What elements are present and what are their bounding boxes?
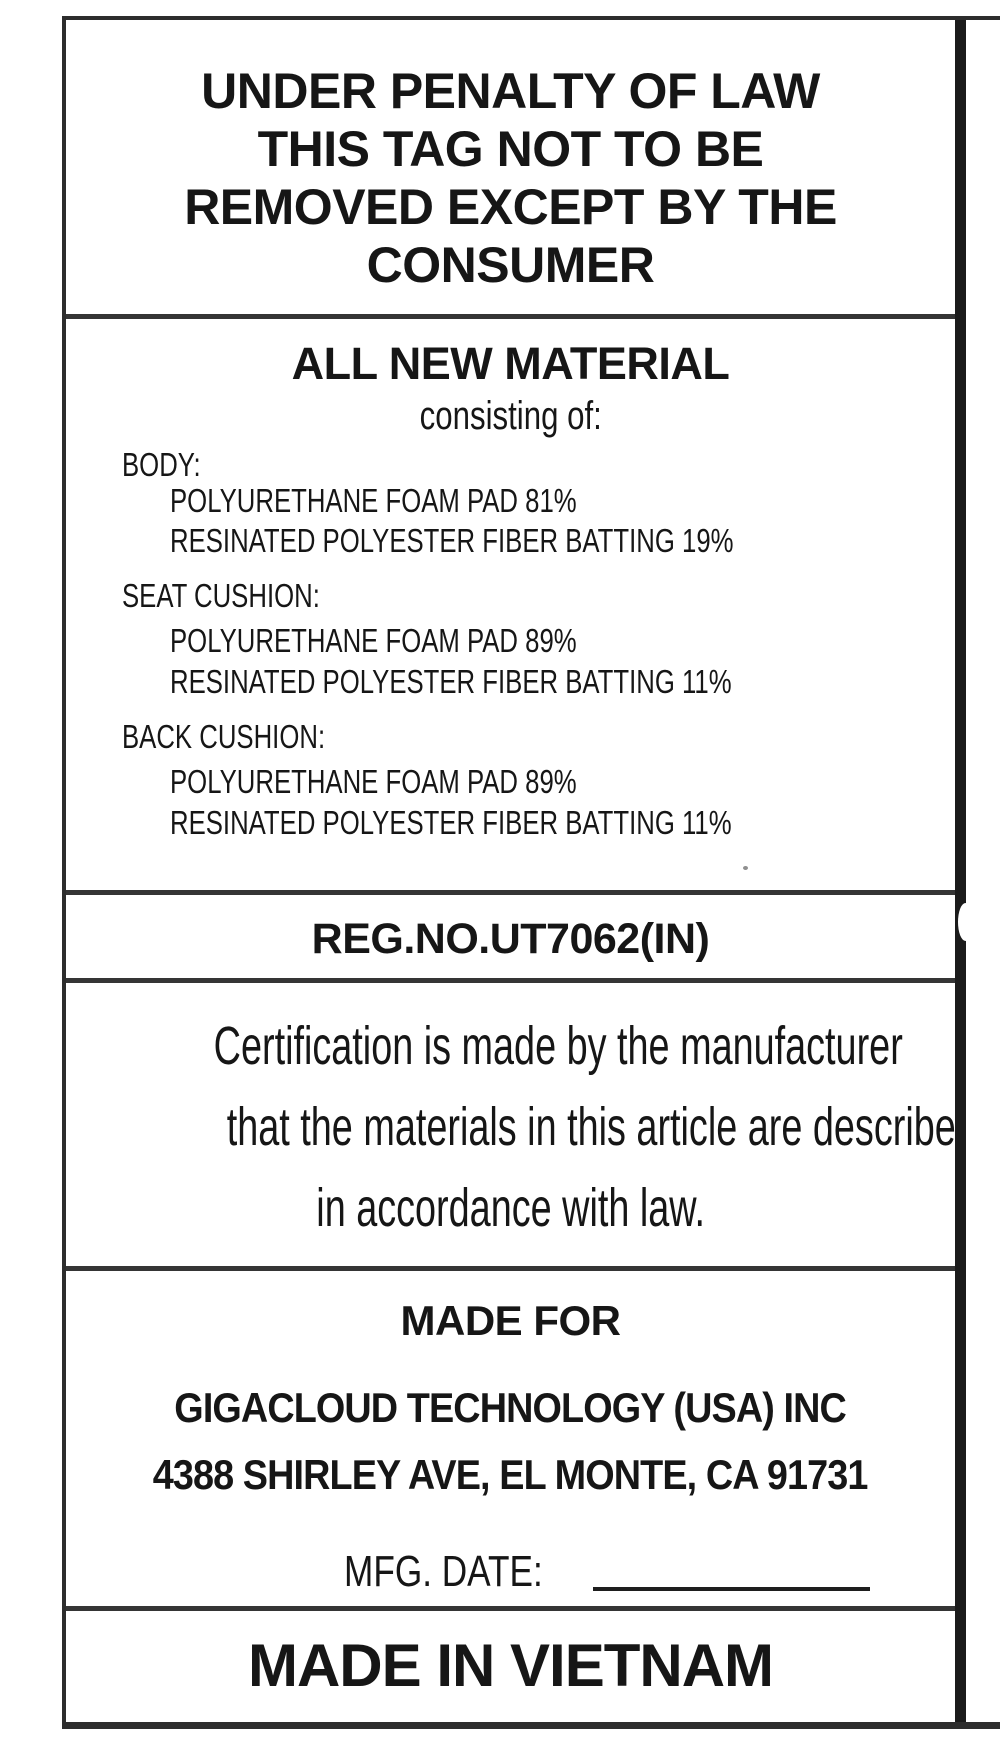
registration-number: REG.NO.UT7062(IN) <box>311 915 710 963</box>
materials-heading: ALL NEW MATERIAL <box>291 338 730 389</box>
material-group-name: BODY: <box>122 447 955 483</box>
company-name: GIGACLOUD TECHNOLOGY (USA) INC <box>66 1377 955 1438</box>
material-group-name: BACK CUSHION: <box>122 719 955 755</box>
certification-text-3: in accordance with law. <box>316 1178 705 1238</box>
certification-text-2: that the materials in this article are d… <box>226 1097 955 1157</box>
right-edge-bar <box>955 20 966 1722</box>
certification-section: Certification is made by the manufacture… <box>66 983 955 1271</box>
penalty-line-1: UNDER PENALTY OF LAW <box>201 63 820 119</box>
label-bottom-border <box>62 1722 1000 1729</box>
company-address-text: 4388 SHIRLEY AVE, EL MONTE, CA 91731 <box>153 1451 869 1498</box>
materials-subheading-text: consisting of: <box>419 394 602 438</box>
group-body-label: BODY: <box>122 446 201 483</box>
material-component: RESINATED POLYESTER FIBER BATTING 11% <box>170 664 955 700</box>
company-address: 4388 SHIRLEY AVE, EL MONTE, CA 91731 <box>66 1444 955 1505</box>
company-name-text: GIGACLOUD TECHNOLOGY (USA) INC <box>174 1384 848 1431</box>
mfg-date-row: MFG. DATE: <box>344 1548 955 1595</box>
penalty-notice-section: UNDER PENALTY OF LAW THIS TAG NOT TO BE … <box>66 20 955 319</box>
scan-speck-artifact <box>743 866 748 870</box>
mfg-date-blank-line <box>592 1587 870 1591</box>
penalty-line-3: REMOVED EXCEPT BY THE <box>184 179 837 235</box>
mfg-date-label: MFG. DATE: <box>344 1548 593 1595</box>
material-component: POLYURETHANE FOAM PAD 89% <box>170 623 955 659</box>
penalty-line-4: CONSUMER <box>366 237 655 293</box>
certification-line-2: that the materials in this article are d… <box>66 1087 955 1168</box>
back-component-1: POLYURETHANE FOAM PAD 89% <box>170 763 577 800</box>
scan-notch-artifact <box>958 903 973 941</box>
certification-text-1: Certification is made by the manufacture… <box>213 1016 903 1076</box>
body-component-2: RESINATED POLYESTER FIBER BATTING 19% <box>170 522 734 559</box>
mfg-date-label-text: MFG. DATE: <box>344 1547 543 1596</box>
materials-subheading: consisting of: <box>66 395 955 437</box>
group-back-label: BACK CUSHION: <box>122 718 326 755</box>
law-label: UNDER PENALTY OF LAW THIS TAG NOT TO BE … <box>62 20 966 1722</box>
body-component-1: POLYURETHANE FOAM PAD 81% <box>170 482 577 519</box>
origin-text: MADE IN VIETNAM <box>248 1632 774 1699</box>
material-component: POLYURETHANE FOAM PAD 81% <box>170 483 955 519</box>
origin-section: MADE IN VIETNAM <box>66 1611 955 1722</box>
material-component: RESINATED POLYESTER FIBER BATTING 11% <box>170 805 955 841</box>
penalty-line-2: THIS TAG NOT TO BE <box>257 121 764 177</box>
certification-line-3: in accordance with law. <box>66 1168 955 1249</box>
registration-section: REG.NO.UT7062(IN) <box>66 895 955 983</box>
seat-component-1: POLYURETHANE FOAM PAD 89% <box>170 622 577 659</box>
materials-section: ALL NEW MATERIAL consisting of: BODY: PO… <box>66 319 955 895</box>
label-top-border <box>62 16 1000 20</box>
made-for-section: MADE FOR GIGACLOUD TECHNOLOGY (USA) INC … <box>66 1271 955 1611</box>
certification-line-1: Certification is made by the manufacture… <box>66 1006 955 1087</box>
group-seat-label: SEAT CUSHION: <box>122 577 320 614</box>
seat-component-2: RESINATED POLYESTER FIBER BATTING 11% <box>170 663 732 700</box>
material-group-name: SEAT CUSHION: <box>122 578 955 614</box>
material-component: POLYURETHANE FOAM PAD 89% <box>170 764 955 800</box>
back-component-2: RESINATED POLYESTER FIBER BATTING 11% <box>170 804 732 841</box>
label-content: UNDER PENALTY OF LAW THIS TAG NOT TO BE … <box>66 20 955 1722</box>
made-for-heading: MADE FOR <box>400 1297 622 1344</box>
material-component: RESINATED POLYESTER FIBER BATTING 19% <box>170 523 955 559</box>
